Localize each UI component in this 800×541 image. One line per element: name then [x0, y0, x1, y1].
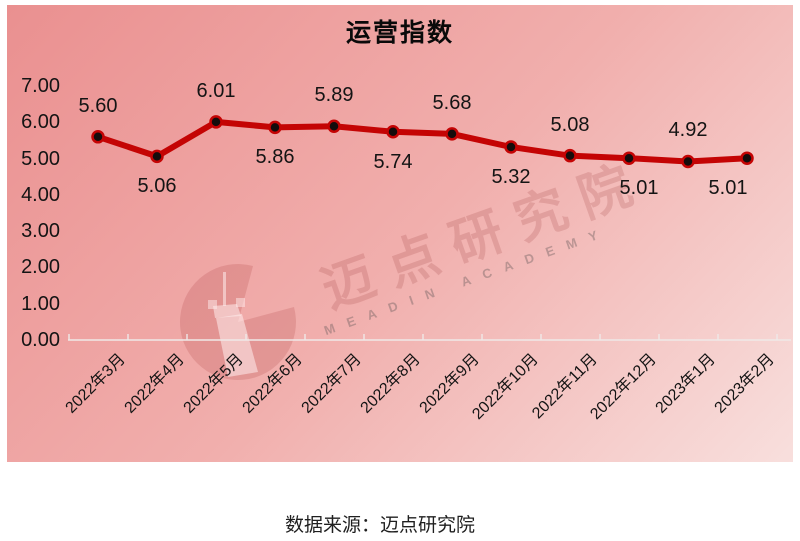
y-axis-tick-label: 2.00: [21, 256, 60, 279]
data-point-label: 5.74: [373, 150, 413, 173]
meadin-tower-logo-icon: [179, 264, 296, 381]
data-point-marker: [622, 151, 636, 165]
data-point-label: 5.01: [619, 177, 659, 200]
y-axis-tick-label: 1.00: [21, 292, 60, 315]
chart-panel: [7, 5, 793, 462]
data-point-label: 5.68: [432, 91, 472, 114]
data-point-label: 5.60: [78, 94, 118, 117]
trend-line: [95, 118, 750, 165]
data-point-marker: [681, 154, 695, 169]
chart-title: 运营指数: [345, 19, 454, 47]
y-axis-tick-label: 0.00: [21, 329, 60, 351]
data-point-marker: [563, 148, 577, 163]
data-point-label: 5.86: [255, 146, 295, 169]
data-point-label: 4.92: [668, 119, 708, 142]
data-point-marker: [504, 140, 518, 154]
data-point-label: 5.01: [708, 177, 748, 200]
y-axis-tick-label: 6.00: [21, 111, 60, 134]
data-point-marker: [150, 149, 164, 164]
data-point-marker: [740, 151, 754, 165]
y-axis-tick-label: 4.00: [21, 183, 60, 206]
data-point-marker: [91, 130, 105, 144]
y-axis-tick-label: 5.00: [21, 147, 60, 170]
y-axis-tick-label: 7.00: [21, 75, 60, 97]
data-point-marker: [327, 119, 341, 134]
data-point-label: 5.06: [137, 175, 177, 198]
data-point-marker: [386, 124, 400, 139]
data-point-marker: [209, 115, 223, 129]
data-point-label: 5.08: [550, 113, 590, 136]
data-point-label: 6.01: [196, 79, 236, 102]
data-point-label: 5.32: [491, 165, 531, 188]
data-point-marker: [445, 127, 459, 141]
data-point-marker: [268, 120, 282, 135]
y-axis-tick-label: 3.00: [21, 220, 60, 243]
data-source-text: 数据来源：迈点研究院: [284, 515, 475, 536]
data-point-label: 5.89: [314, 84, 354, 107]
